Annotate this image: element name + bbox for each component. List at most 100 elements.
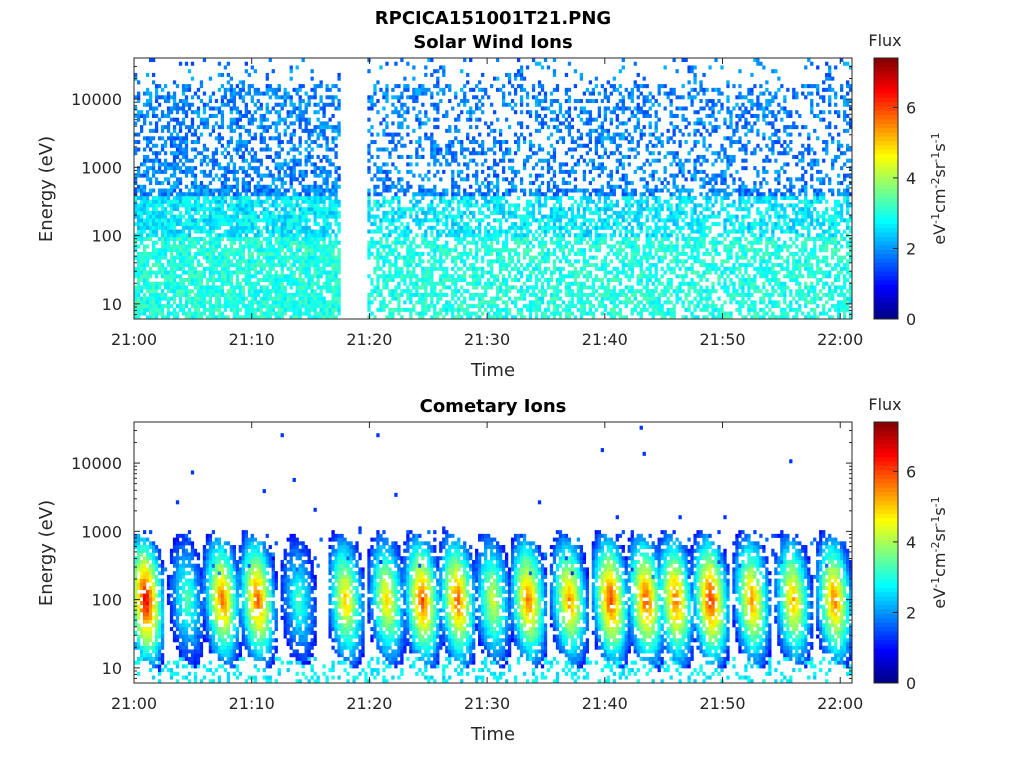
heatmap-cell	[424, 132, 428, 137]
heatmap-cell	[493, 225, 497, 230]
heatmap-cell	[262, 277, 266, 283]
heatmap-cell	[262, 251, 266, 256]
heatmap-cell	[307, 207, 311, 212]
heatmap-cell	[394, 210, 398, 215]
heatmap-cell	[295, 233, 299, 238]
heatmap-cell	[328, 236, 332, 241]
heatmap-cell	[268, 263, 272, 268]
heatmap-cell	[498, 285, 503, 290]
heatmap-cell	[136, 218, 141, 223]
heatmap-cell	[537, 263, 542, 268]
heatmap-cell	[202, 203, 207, 208]
heatmap-cell	[265, 292, 269, 297]
heatmap-cell	[142, 277, 147, 283]
heatmap-cell	[337, 307, 341, 312]
heatmap-cell	[175, 207, 180, 212]
heatmap-cell	[495, 274, 500, 279]
heatmap-cell	[391, 292, 395, 297]
heatmap-cell	[481, 285, 485, 290]
heatmap-cell	[421, 274, 425, 279]
heatmap-cell	[256, 166, 260, 171]
heatmap-cell	[552, 72, 557, 77]
heatmap-cell	[181, 91, 186, 96]
heatmap-cell	[148, 307, 153, 312]
heatmap-cell	[253, 188, 257, 193]
heatmap-cell	[388, 259, 392, 264]
heatmap-cell	[481, 87, 485, 92]
heatmap-cell	[370, 214, 374, 219]
heatmap-cell	[280, 289, 284, 294]
heatmap-cell	[421, 147, 425, 152]
heatmap-cell	[193, 304, 198, 309]
heatmap-cell	[475, 285, 479, 290]
heatmap-cell	[274, 177, 278, 182]
heatmap-cell	[382, 117, 386, 122]
heatmap-cell	[337, 222, 341, 227]
heatmap-cell	[472, 263, 476, 268]
heatmap-cell	[388, 151, 392, 156]
heatmap-cell	[241, 177, 245, 182]
heatmap-cell	[376, 240, 380, 245]
heatmap-cell	[202, 222, 207, 227]
heatmap-cell	[504, 266, 509, 271]
heatmap-cell	[250, 218, 254, 223]
heatmap-cell	[178, 285, 183, 290]
heatmap-cell	[421, 236, 425, 241]
heatmap-cell	[310, 296, 314, 301]
heatmap-cell	[265, 289, 269, 294]
heatmap-cell	[331, 311, 335, 316]
heatmap-cell	[331, 99, 335, 104]
heatmap-cell	[235, 140, 240, 145]
heatmap-cell	[145, 285, 150, 290]
heatmap-cell	[145, 72, 150, 77]
heatmap-cell	[178, 203, 183, 208]
heatmap-cell	[382, 214, 386, 219]
heatmap-cell	[493, 300, 497, 305]
heatmap-cell	[409, 244, 413, 249]
heatmap-cell	[247, 225, 251, 230]
heatmap-cell	[169, 281, 174, 286]
heatmap-cell	[531, 214, 536, 219]
heatmap-cell	[507, 289, 512, 294]
heatmap-cell	[190, 281, 195, 286]
heatmap-cell	[493, 151, 497, 156]
heatmap-cell	[307, 203, 311, 208]
heatmap-cell	[549, 240, 554, 245]
heatmap-cell	[546, 162, 551, 167]
heatmap-cell	[370, 229, 374, 234]
heatmap-cell	[139, 195, 144, 200]
heatmap-cell	[504, 188, 509, 193]
heatmap-cell	[451, 292, 455, 297]
heatmap-cell	[328, 259, 332, 264]
heatmap-cell	[154, 203, 159, 208]
heatmap-cell	[493, 218, 497, 223]
heatmap-cell	[262, 125, 266, 130]
heatmap-cell	[501, 102, 506, 107]
heatmap-cell	[493, 76, 497, 81]
heatmap-cell	[534, 285, 539, 290]
heatmap-cell	[172, 285, 177, 290]
heatmap-cell	[379, 240, 383, 245]
heatmap-cell	[430, 289, 434, 294]
heatmap-cell	[451, 192, 455, 197]
heatmap-cell	[475, 251, 479, 256]
heatmap-cell	[385, 285, 389, 290]
heatmap-cell	[211, 91, 216, 96]
heatmap-cell	[160, 251, 165, 256]
heatmap-cell	[394, 285, 398, 290]
heatmap-cell	[196, 315, 201, 320]
heatmap-cell	[134, 121, 138, 126]
heatmap-cell	[139, 255, 144, 260]
heatmap-cell	[540, 225, 545, 230]
heatmap-cell	[397, 210, 401, 215]
heatmap-cell	[367, 203, 371, 208]
heatmap-cell	[220, 304, 225, 309]
heatmap-cell	[286, 140, 290, 145]
heatmap-cell	[274, 110, 278, 115]
heatmap-cell	[244, 263, 248, 268]
heatmap-cell	[379, 225, 383, 230]
heatmap-cell	[205, 121, 210, 126]
heatmap-cell	[292, 102, 296, 107]
heatmap-cell	[151, 80, 156, 85]
heatmap-cell	[373, 218, 377, 223]
